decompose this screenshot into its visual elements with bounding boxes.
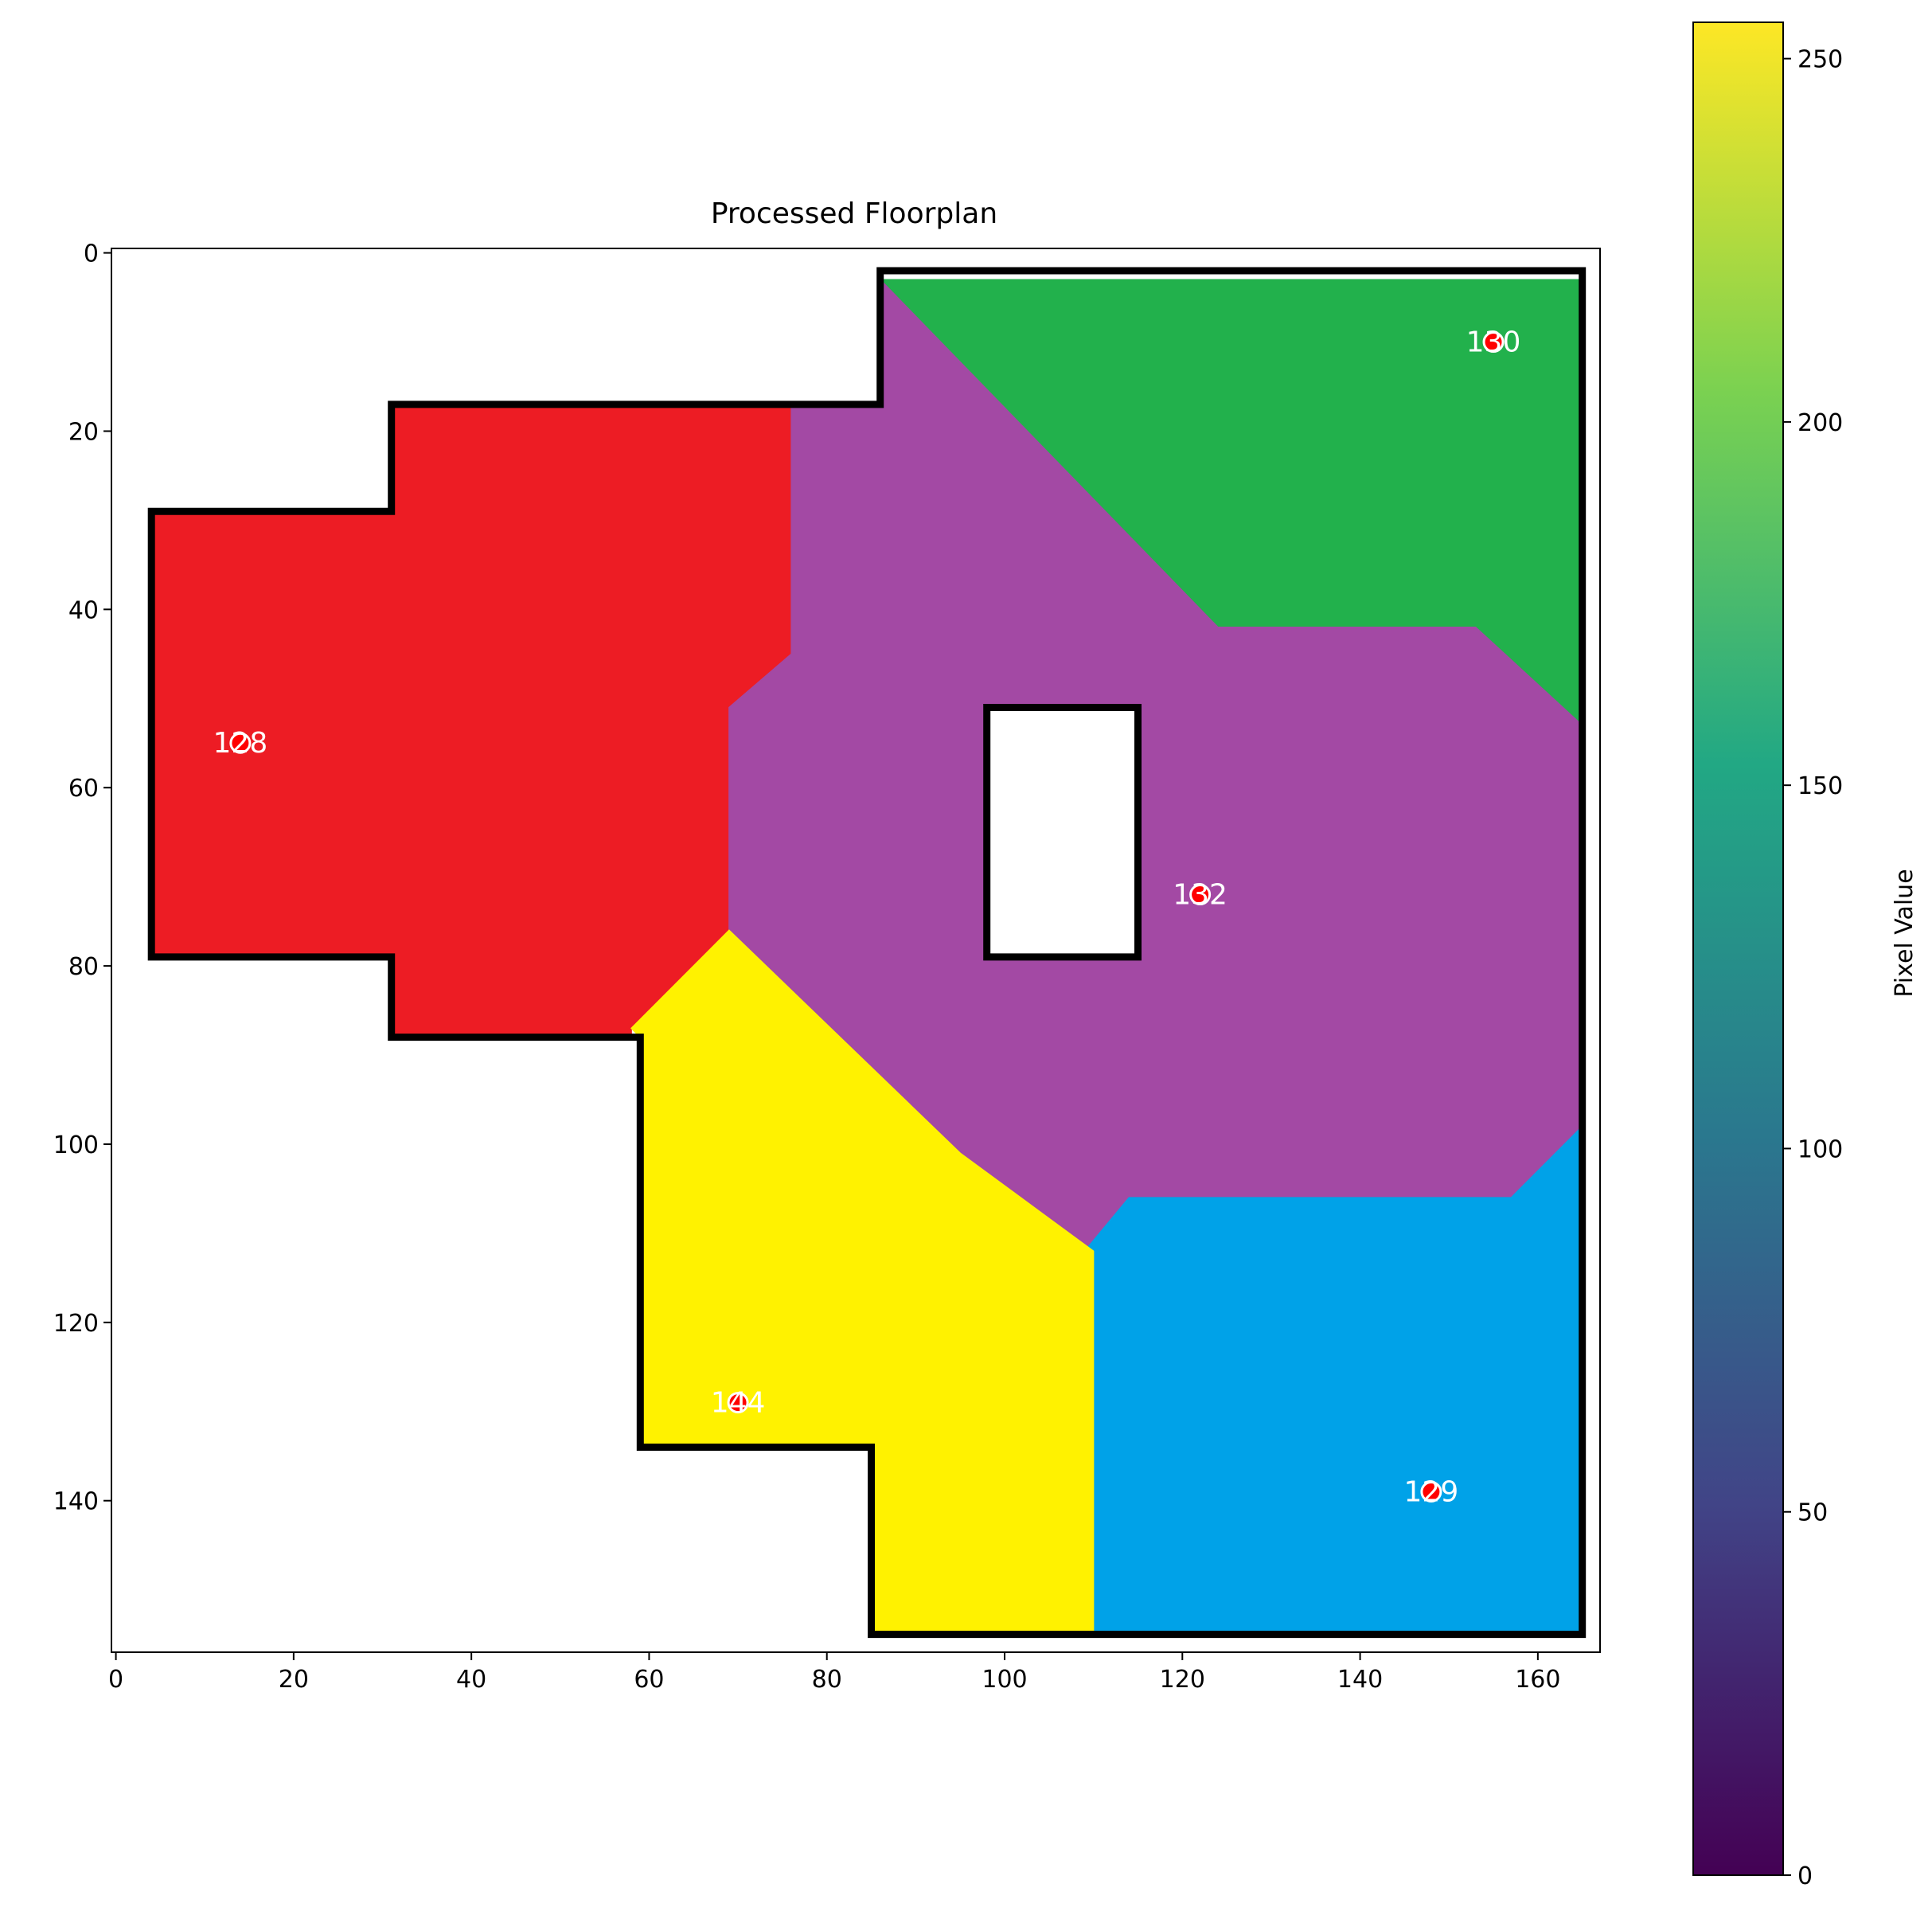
y-tick-label: 100 [53,1131,99,1159]
inner-wall [983,704,1142,961]
colorbar-label: Pixel Value [1891,869,1918,997]
y-tick-label: 80 [68,953,99,981]
colorbar-tick-label: 0 [1797,1862,1813,1890]
inner-void [986,707,1138,957]
colorbar-tick-label: 150 [1797,772,1843,800]
x-tick-label: 0 [108,1666,123,1694]
colorbar-tick-label: 250 [1797,46,1843,74]
room-label-130: 130 [1466,326,1521,359]
x-tick-label: 140 [1337,1666,1383,1694]
y-tick-label: 20 [68,418,99,446]
x-tick-label: 160 [1515,1666,1560,1694]
outer-wall [147,267,1587,1639]
x-tick-label: 20 [279,1666,309,1694]
room-marker-132 [1189,884,1212,906]
y-tick-label: 40 [68,596,99,624]
y-tick-label: 60 [68,775,99,803]
colorbar-gradient [1692,21,1784,1876]
x-tick-label: 40 [456,1666,486,1694]
room-marker-128 [229,732,252,754]
y-tick-label: 140 [53,1488,99,1516]
colorbar-tick-label: 200 [1797,409,1843,437]
room-128 [150,404,792,1038]
colorbar-tick-label: 100 [1797,1135,1843,1163]
room-129 [1083,1124,1583,1635]
colorbar-tick-label: 50 [1797,1499,1828,1527]
room-marker-129 [1420,1481,1442,1503]
room-marker-130 [1482,331,1505,354]
y-tick-label: 120 [53,1310,99,1338]
x-tick-label: 120 [1160,1666,1205,1694]
colorbar: Pixel Value 0 50 100 150 200 250 [1692,21,1918,1890]
room-label-129: 129 [1404,1476,1459,1509]
x-tick-label: 100 [982,1666,1027,1694]
plot-frame [111,248,1601,1653]
room-label-144: 144 [711,1387,766,1420]
room-label-128: 128 [213,727,268,760]
plot-area: 128 130 132 129 144 [147,267,1587,1639]
chart-title: Processed Floorplan [711,197,997,230]
axes: 0 20 40 60 80 100 120 140 160 0 20 40 60 80 100 120 140 [53,240,1601,1694]
y-tick-label: 0 [84,240,99,268]
x-tick-label: 80 [812,1666,842,1694]
room-marker-144 [727,1392,749,1414]
room-label-132: 132 [1173,879,1228,912]
x-tick-label: 60 [634,1666,664,1694]
